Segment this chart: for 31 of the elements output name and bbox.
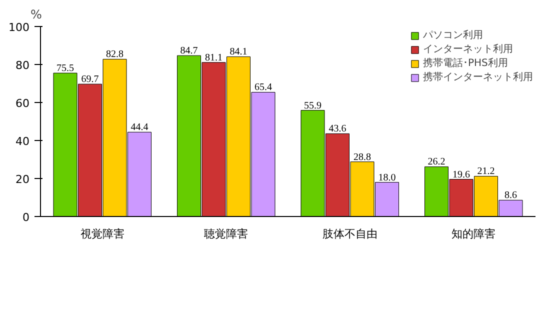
data-label: 19.6 <box>452 169 470 180</box>
y-tick-label: 60 <box>16 97 30 110</box>
data-label: 8.6 <box>504 190 517 202</box>
x-tick-label: 聴覚障害 <box>204 228 248 240</box>
y-tick-label: 80 <box>16 59 30 72</box>
data-label: 26.2 <box>428 156 446 168</box>
data-label: 84.7 <box>180 46 198 57</box>
y-tick-label: 20 <box>16 173 30 186</box>
legend-label: パソコン利用 <box>423 28 483 42</box>
data-label: 75.5 <box>56 63 74 74</box>
data-label: 44.4 <box>130 122 148 134</box>
x-tick-label: 視覚障害 <box>80 228 124 240</box>
data-label: 43.6 <box>328 124 346 135</box>
data-label: 28.8 <box>354 152 371 163</box>
data-label: 65.4 <box>254 82 272 94</box>
legend-label: 携帯電話･PHS利用 <box>423 56 508 70</box>
data-label: 69.7 <box>81 74 99 86</box>
data-label: 18.0 <box>378 172 396 184</box>
y-tick-label: 40 <box>16 135 30 148</box>
data-label: 81.1 <box>205 52 222 64</box>
data-label: 55.9 <box>304 100 322 112</box>
y-axis-title: % <box>30 8 42 22</box>
data-label: 21.2 <box>477 166 495 178</box>
x-tick-label: 肢体不自由 <box>322 228 378 240</box>
data-label: 84.1 <box>230 46 248 58</box>
legend-label: インターネット利用 <box>423 42 513 56</box>
data-label: 82.8 <box>106 49 124 60</box>
y-tick-label: 0 <box>22 211 30 224</box>
y-tick-label: 100 <box>8 21 30 34</box>
legend-label: 携帯インターネット利用 <box>423 70 533 84</box>
x-tick-label: 知的障害 <box>452 228 496 240</box>
